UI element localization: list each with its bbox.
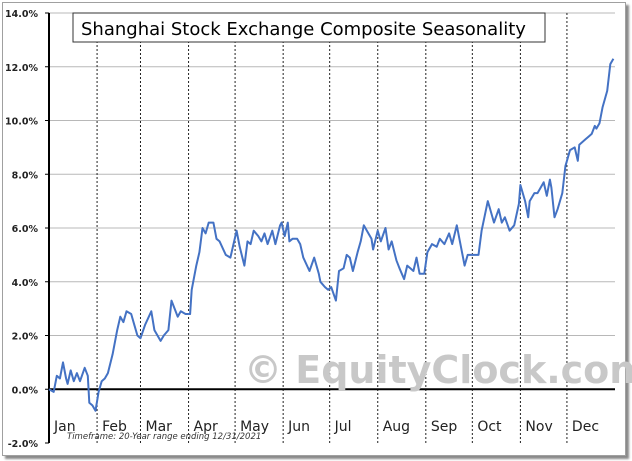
month-label: Dec	[572, 419, 599, 435]
month-label: Mar	[145, 419, 172, 435]
month-label: Apr	[194, 419, 218, 435]
month-label: Jan	[53, 419, 76, 435]
month-label: Feb	[102, 419, 127, 435]
footnote: Timeframe: 20-Year range ending 12/31/20…	[67, 432, 261, 442]
y-tick-label: 10.0%	[5, 117, 38, 128]
month-label: May	[240, 419, 269, 435]
series-line	[48, 58, 615, 412]
title-box	[72, 12, 546, 43]
chart-title: Shanghai Stock Exchange Composite Season…	[81, 19, 526, 40]
month-label: Jul	[334, 419, 352, 435]
y-tick-label: 14.0%	[5, 9, 38, 20]
y-tick-label: 8.0%	[12, 170, 39, 181]
chart-frame	[2, 2, 626, 456]
y-tick-label: 2.0%	[12, 332, 39, 343]
y-tick-label: 12.0%	[5, 63, 38, 74]
y-tick-label: 4.0%	[12, 278, 39, 289]
month-label: Oct	[477, 419, 502, 435]
month-label: Nov	[525, 419, 552, 435]
y-tick-label: -2.0%	[8, 439, 39, 450]
y-tick-label: 6.0%	[12, 224, 39, 235]
month-label: Jun	[287, 419, 310, 435]
month-label: Sep	[431, 419, 458, 435]
watermark: © EquityClock.com	[244, 348, 632, 392]
y-tick-label: 0.0%	[12, 385, 39, 396]
month-label: Aug	[383, 419, 410, 435]
